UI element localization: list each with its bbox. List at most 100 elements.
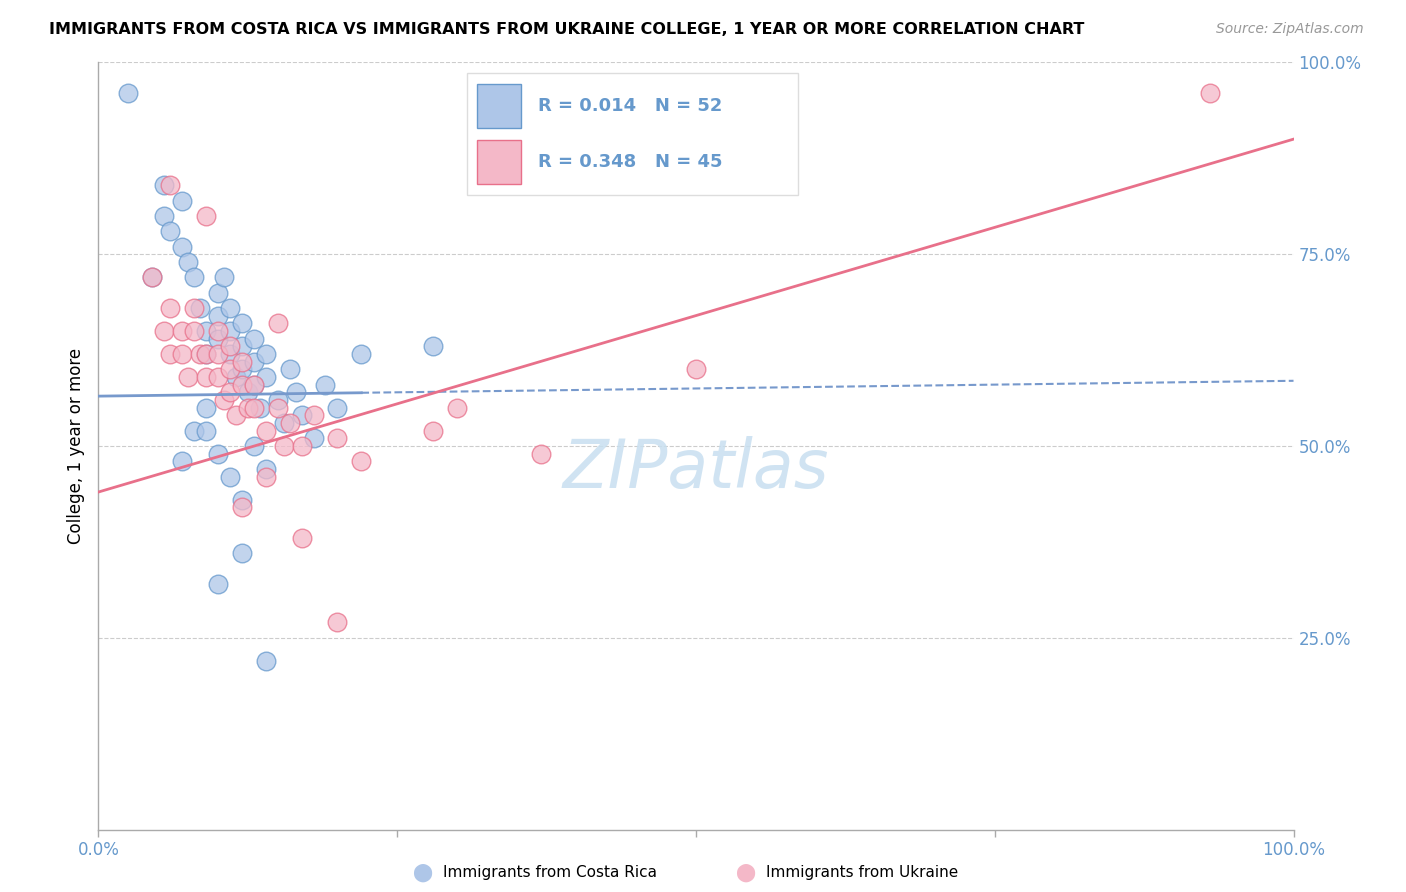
Point <box>350 347 373 361</box>
Point <box>243 377 266 392</box>
Point <box>183 424 205 438</box>
Point <box>273 416 295 430</box>
Point <box>243 439 266 453</box>
Point <box>326 615 349 630</box>
Point <box>243 332 266 346</box>
Point <box>231 316 253 330</box>
Point <box>278 416 301 430</box>
Text: Immigrants from Ukraine: Immigrants from Ukraine <box>766 865 959 880</box>
Point <box>172 239 194 253</box>
Y-axis label: College, 1 year or more: College, 1 year or more <box>66 348 84 544</box>
Point <box>231 362 253 376</box>
Point <box>278 362 301 376</box>
Point <box>291 409 314 423</box>
Point <box>195 347 218 361</box>
Point <box>219 469 242 483</box>
Point <box>212 270 235 285</box>
Point <box>231 339 253 353</box>
Point <box>267 401 290 415</box>
Point <box>141 270 163 285</box>
Point <box>195 347 218 361</box>
Point <box>291 531 314 545</box>
Point <box>207 332 229 346</box>
Point <box>219 385 242 400</box>
Point <box>207 447 229 461</box>
Point <box>231 354 253 368</box>
Point <box>231 500 253 515</box>
Point <box>225 409 247 423</box>
Text: R = 0.348   N = 45: R = 0.348 N = 45 <box>538 153 723 171</box>
Point <box>195 401 218 415</box>
Point <box>302 431 325 445</box>
Point <box>236 385 259 400</box>
Text: ⬤: ⬤ <box>412 863 432 881</box>
Point <box>159 347 181 361</box>
Text: ZIPatlas: ZIPatlas <box>562 436 830 502</box>
Text: Source: ZipAtlas.com: Source: ZipAtlas.com <box>1216 22 1364 37</box>
Point <box>188 347 211 361</box>
Point <box>243 354 266 368</box>
Point <box>326 401 349 415</box>
Point <box>243 377 266 392</box>
Point <box>231 492 253 507</box>
Point <box>254 424 277 438</box>
Point <box>207 577 229 591</box>
Point <box>159 178 181 193</box>
Text: R = 0.014   N = 52: R = 0.014 N = 52 <box>538 96 723 115</box>
Point <box>207 370 229 384</box>
Point <box>350 454 373 468</box>
Point <box>254 654 277 668</box>
Point <box>315 377 337 392</box>
Point <box>219 301 242 315</box>
Point <box>254 469 277 483</box>
Point <box>267 316 290 330</box>
Point <box>141 270 163 285</box>
Point <box>188 301 211 315</box>
Point <box>172 194 194 208</box>
Point <box>117 86 139 100</box>
Point <box>153 209 176 223</box>
Point <box>153 178 176 193</box>
Point <box>254 347 277 361</box>
Point <box>243 401 266 415</box>
Point <box>207 309 229 323</box>
Point <box>183 301 205 315</box>
Point <box>177 370 200 384</box>
FancyBboxPatch shape <box>478 140 522 184</box>
Point <box>254 462 277 476</box>
Point <box>1199 86 1222 100</box>
Text: Immigrants from Costa Rica: Immigrants from Costa Rica <box>443 865 657 880</box>
Point <box>207 285 229 300</box>
Point <box>685 362 707 376</box>
Point <box>291 439 314 453</box>
Point <box>212 392 235 407</box>
Point <box>302 409 325 423</box>
Point <box>153 324 176 338</box>
Point <box>183 270 205 285</box>
Point <box>219 339 242 353</box>
Point <box>219 324 242 338</box>
Point <box>231 546 253 560</box>
Point <box>195 370 218 384</box>
Text: ⬤: ⬤ <box>735 863 755 881</box>
Point <box>195 209 218 223</box>
Point <box>236 401 259 415</box>
Point <box>207 347 229 361</box>
Point <box>249 401 271 415</box>
Point <box>159 224 181 238</box>
Point <box>219 362 242 376</box>
Point <box>172 324 194 338</box>
Point <box>159 301 181 315</box>
Point <box>177 255 200 269</box>
Point <box>225 370 247 384</box>
Point <box>207 324 229 338</box>
Point <box>254 370 277 384</box>
Text: IMMIGRANTS FROM COSTA RICA VS IMMIGRANTS FROM UKRAINE COLLEGE, 1 YEAR OR MORE CO: IMMIGRANTS FROM COSTA RICA VS IMMIGRANTS… <box>49 22 1084 37</box>
Point <box>172 454 194 468</box>
Point <box>195 424 218 438</box>
Point <box>267 392 290 407</box>
Point <box>446 401 468 415</box>
Point <box>284 385 307 400</box>
Point <box>231 377 253 392</box>
Point <box>183 324 205 338</box>
